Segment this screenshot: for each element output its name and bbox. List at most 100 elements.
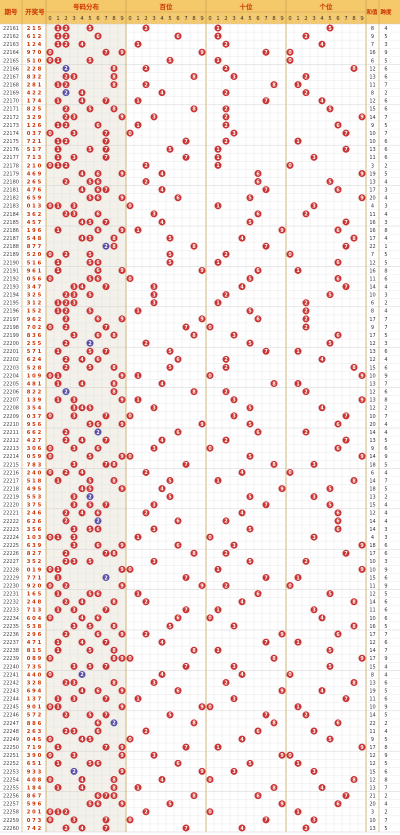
draw-number: 2 1 5 bbox=[27, 26, 42, 32]
position-ball bbox=[310, 606, 318, 614]
distribution-ball bbox=[54, 638, 62, 646]
distribution-ball bbox=[78, 485, 86, 493]
position-ball bbox=[294, 638, 302, 646]
issue-number: 22183 bbox=[3, 204, 19, 210]
span-value: 9 bbox=[384, 705, 387, 711]
distribution-ball bbox=[54, 371, 62, 379]
position-ball-label: 2 bbox=[304, 325, 307, 331]
distribution-ball-label: 4 bbox=[80, 470, 84, 476]
distribution-ball bbox=[118, 485, 126, 493]
draw-number: 4 0 8 bbox=[27, 777, 42, 783]
distribution-ball-label: 9 bbox=[120, 171, 124, 177]
position-ball bbox=[334, 275, 342, 283]
distribution-ball bbox=[70, 396, 78, 404]
position-ball-label: 9 bbox=[200, 268, 204, 274]
position-ball bbox=[126, 565, 134, 573]
position-ball-label: 3 bbox=[152, 292, 155, 298]
digit-column-label: 5 bbox=[168, 16, 171, 22]
position-ball-label: 2 bbox=[224, 519, 227, 525]
position-ball-label: 0 bbox=[288, 163, 292, 169]
position-ball-label: 2 bbox=[144, 511, 147, 517]
digit-column-label: 2 bbox=[64, 16, 67, 22]
draw-number: 0 7 3 bbox=[27, 818, 42, 824]
position-ball-label: 9 bbox=[200, 583, 204, 589]
position-ball bbox=[190, 549, 198, 557]
position-ball-label: 9 bbox=[360, 454, 364, 460]
digit-column-label: 7 bbox=[104, 16, 107, 22]
position-ball-label: 2 bbox=[304, 212, 307, 218]
distribution-ball-label: 6 bbox=[96, 688, 100, 694]
position-ball-label: 7 bbox=[264, 349, 267, 355]
draw-number: 5 9 6 bbox=[27, 802, 42, 808]
issue-number: 22221 bbox=[3, 511, 19, 517]
position-ball bbox=[270, 460, 278, 468]
distribution-ball bbox=[110, 719, 118, 727]
position-ball bbox=[158, 169, 166, 177]
position-ball-label: 1 bbox=[216, 34, 219, 40]
distribution-ball-label: 7 bbox=[104, 608, 107, 614]
draw-number: 2 6 5 bbox=[27, 179, 42, 185]
distribution-ball-label: 7 bbox=[104, 551, 107, 557]
position-ball-label: 6 bbox=[176, 357, 180, 363]
span-value: 7 bbox=[384, 115, 387, 121]
draw-number: 2 6 3 bbox=[27, 729, 42, 735]
position-ball bbox=[254, 590, 262, 598]
distribution-ball bbox=[110, 64, 118, 72]
distribution-ball bbox=[86, 291, 94, 299]
distribution-ball bbox=[54, 24, 62, 32]
span-value: 3 bbox=[384, 535, 387, 541]
section-header-units: 个位 bbox=[319, 2, 334, 11]
issue-number: 22253 bbox=[3, 769, 19, 775]
issue-number: 22165 bbox=[3, 58, 19, 64]
distribution-ball-label: 4 bbox=[80, 284, 84, 290]
distribution-ball-label: 9 bbox=[120, 317, 124, 323]
position-ball-label: 7 bbox=[344, 147, 347, 153]
distribution-ball-label: 3 bbox=[72, 680, 75, 686]
distribution-ball-label: 2 bbox=[64, 551, 67, 557]
distribution-ball-label: 9 bbox=[120, 753, 124, 759]
position-ball bbox=[182, 662, 190, 670]
position-ball bbox=[222, 89, 230, 97]
position-ball bbox=[342, 436, 350, 444]
distribution-ball-label: 5 bbox=[88, 349, 91, 355]
draw-number: 5 3 8 bbox=[27, 624, 42, 630]
distribution-ball bbox=[94, 315, 102, 323]
distribution-ball-label: 0 bbox=[48, 50, 52, 56]
draw-number: 8 2 5 bbox=[27, 107, 42, 113]
span-value: 5 bbox=[384, 713, 387, 719]
sum-value: 15 bbox=[369, 107, 375, 113]
issue-number: 22215 bbox=[3, 462, 19, 468]
distribution-ball-label: 6 bbox=[96, 228, 100, 234]
distribution-ball-label: 0 bbox=[48, 276, 52, 282]
position-ball bbox=[230, 541, 238, 549]
distribution-ball-label: 7 bbox=[104, 826, 107, 832]
digit-column-label: 6 bbox=[96, 16, 99, 22]
distribution-ball-label: 1 bbox=[56, 373, 59, 379]
distribution-ball bbox=[62, 250, 70, 258]
distribution-ball bbox=[110, 679, 118, 687]
digit-column-label: 2 bbox=[224, 16, 227, 22]
position-ball-label: 6 bbox=[256, 591, 260, 597]
distribution-ball bbox=[46, 670, 54, 678]
position-ball-label: 3 bbox=[312, 535, 315, 541]
span-value: 4 bbox=[384, 236, 387, 242]
position-ball bbox=[318, 404, 326, 412]
distribution-ball bbox=[62, 436, 70, 444]
distribution-ball-label: 1 bbox=[56, 42, 59, 48]
distribution-ball bbox=[78, 234, 86, 242]
distribution-ball-label: 1 bbox=[56, 123, 59, 129]
position-ball-label: 3 bbox=[312, 608, 315, 614]
distribution-ball-label: 4 bbox=[80, 688, 84, 694]
distribution-ball bbox=[54, 32, 62, 40]
position-ball bbox=[158, 89, 166, 97]
position-ball bbox=[174, 687, 182, 695]
draw-number: 1 2 6 bbox=[27, 123, 42, 129]
draw-number: 8 6 7 bbox=[27, 794, 42, 800]
position-ball-label: 1 bbox=[136, 123, 139, 129]
span-value: 4 bbox=[384, 519, 387, 525]
distribution-ball-label: 9 bbox=[120, 454, 124, 460]
distribution-ball-label: 3 bbox=[72, 155, 75, 161]
distribution-ball bbox=[46, 56, 54, 64]
distribution-ball bbox=[78, 40, 86, 48]
position-ball-label: 2 bbox=[224, 583, 227, 589]
